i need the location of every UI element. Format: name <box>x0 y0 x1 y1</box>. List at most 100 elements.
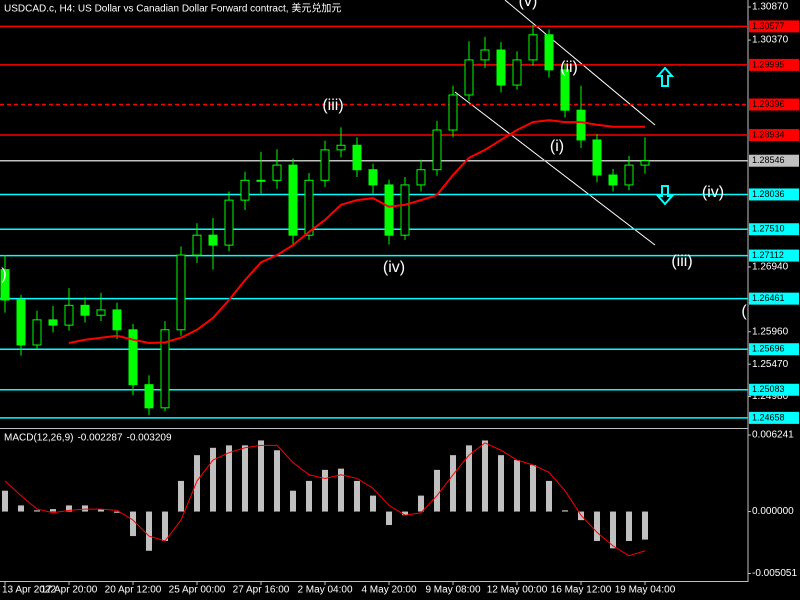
level-label-box <box>749 188 799 201</box>
macd-bar <box>178 480 184 512</box>
candle-body <box>608 174 618 186</box>
macd-bar <box>98 509 104 512</box>
macd-bar <box>2 490 8 512</box>
macd-bar <box>450 455 456 512</box>
wave-label: (ii) <box>560 59 578 76</box>
level-label: 1.26461 <box>752 293 785 303</box>
candle-body <box>624 164 634 186</box>
y-tick-label: 1.26940 <box>752 262 789 273</box>
macd-bar <box>386 511 392 526</box>
level-label-box <box>749 249 799 262</box>
candle-body <box>400 184 410 236</box>
level-label: 1.30577 <box>752 21 785 31</box>
x-tick-label: 4 May 20:00 <box>361 585 416 596</box>
macd-bar <box>226 445 232 512</box>
level-label-box <box>749 343 799 356</box>
macd-bar <box>626 511 632 541</box>
macd-bar <box>370 495 376 512</box>
y-tick-label: 1.30870 <box>752 2 789 13</box>
macd-bar <box>210 447 216 512</box>
candle-body <box>208 234 218 246</box>
x-tick-label: 9 May 08:00 <box>425 585 480 596</box>
up-arrow <box>655 66 675 87</box>
level-label: 1.28036 <box>752 189 785 199</box>
macd-bar <box>546 480 552 512</box>
candle-body <box>496 49 506 86</box>
y-tick-label: 0.006241 <box>752 430 794 441</box>
macd-bar <box>258 440 264 512</box>
y-tick-label: -0.005051 <box>752 568 797 579</box>
wave-label: (iv) <box>383 259 405 276</box>
candle-body <box>256 179 266 182</box>
macd-bar <box>114 511 120 513</box>
chart-title: USDCAD.c, H4: US Dollar vs Canadian Doll… <box>4 2 341 15</box>
level-label: 1.29396 <box>752 99 785 109</box>
candle-body <box>176 254 186 331</box>
candle-body <box>128 329 138 386</box>
candle-body <box>272 164 282 181</box>
level-label: 1.27112 <box>752 250 784 260</box>
macd-bar <box>402 511 408 516</box>
wave-label: ( <box>741 303 747 320</box>
candle-body <box>368 169 378 186</box>
level-label-box <box>749 129 799 142</box>
level-label: 1.28546 <box>752 155 785 165</box>
macd-bar <box>146 511 152 551</box>
channel-line <box>454 91 656 246</box>
y-tick-label: 1.25960 <box>752 326 789 337</box>
macd-title: MACD(12,26,9) <box>4 433 73 444</box>
wave-label: (v) <box>519 0 538 10</box>
candle-body <box>640 160 650 166</box>
candle-body <box>352 144 362 171</box>
candle-body <box>112 309 122 331</box>
level-label-box <box>749 223 799 236</box>
signal-line <box>4 442 646 557</box>
candle-body <box>48 319 58 326</box>
x-tick-label: 19 May 04:00 <box>615 585 676 596</box>
y-tick-label: 1.30370 <box>752 35 789 46</box>
macd-bar <box>610 511 616 549</box>
candle-body <box>32 319 42 346</box>
macd-bar <box>338 468 344 512</box>
x-tick-label: 20 Apr 12:00 <box>105 585 162 596</box>
wave-label: (i) <box>550 138 564 155</box>
macd-bar <box>482 440 488 512</box>
candle-body <box>192 234 202 256</box>
y-tick-label: 1.24980 <box>752 391 789 402</box>
macd-bar <box>466 445 472 512</box>
level-label: 1.25696 <box>752 344 785 354</box>
macd-bar <box>290 490 296 512</box>
macd-bar <box>18 505 24 512</box>
candle-body <box>0 269 10 301</box>
candle-body <box>304 179 314 236</box>
level-label: 1.29995 <box>752 59 785 69</box>
level-label-box <box>749 58 799 71</box>
level-label-box <box>749 411 799 424</box>
level-label-box <box>749 292 799 305</box>
wave-label: (iii) <box>322 97 343 114</box>
x-tick-label: 12 May 00:00 <box>487 585 548 596</box>
candle-body <box>96 309 106 316</box>
macd-bar <box>306 480 312 512</box>
candle-body <box>64 304 74 326</box>
candle-body <box>480 49 490 61</box>
candle-body <box>432 129 442 171</box>
candle-body <box>80 304 90 316</box>
level-label-box <box>749 383 799 396</box>
macd-bar <box>562 510 568 512</box>
wave-label: (iii) <box>671 253 692 270</box>
candle-body <box>336 144 346 151</box>
candle-body <box>544 34 554 71</box>
wave-label: (iv) <box>702 184 724 201</box>
macd-bar <box>418 495 424 512</box>
level-label: 1.27510 <box>752 224 785 234</box>
wave-label: ) <box>1 266 6 283</box>
y-tick-label: 1.25470 <box>752 359 789 370</box>
down-arrow <box>655 185 675 206</box>
candle-body <box>384 184 394 236</box>
macd-bar <box>34 510 40 512</box>
x-tick-label: 13 Apr 2022 <box>2 585 56 596</box>
candle-body <box>320 149 330 181</box>
y-tick-label: 0.000000 <box>752 506 794 517</box>
